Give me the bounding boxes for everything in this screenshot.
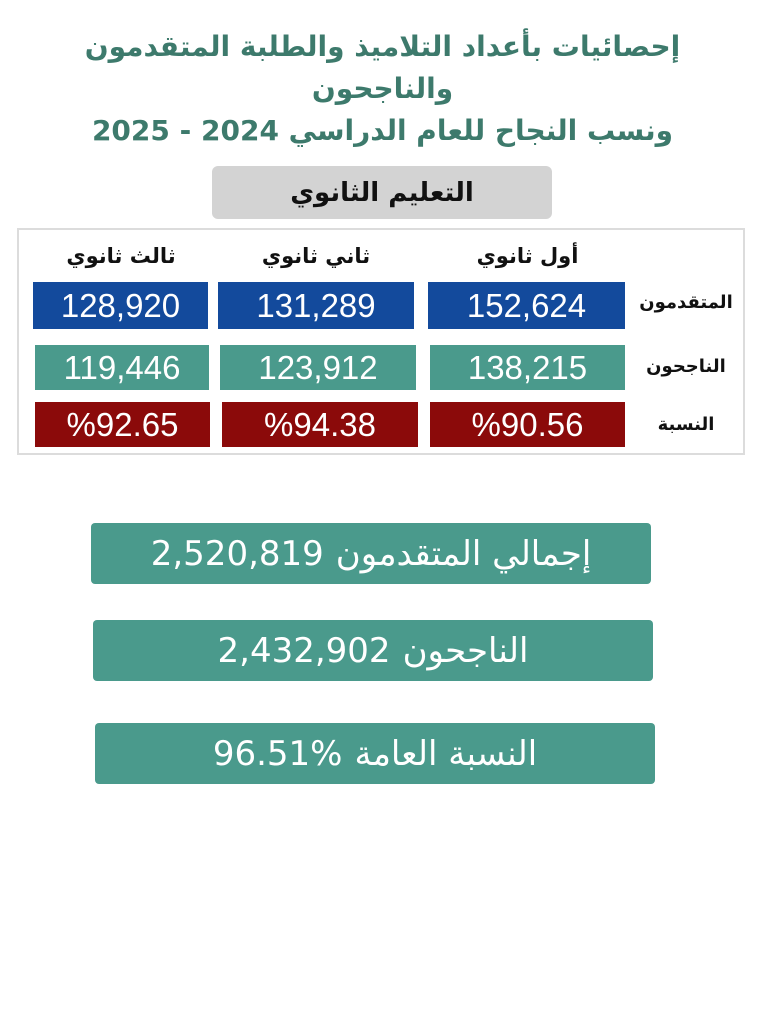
cell-rate: %92.65 — [35, 402, 210, 447]
summary-label: النسبة العامة — [354, 733, 538, 774]
row-label-passed: الناجحون — [646, 356, 726, 377]
cell-applicants: 131,289 — [218, 282, 414, 329]
cell-passed: 119,446 — [35, 345, 209, 390]
summary-value: 2,432,902 — [217, 630, 391, 671]
summary-total-passed: الناجحون 2,432,902 — [93, 620, 653, 681]
cell-rate: %94.38 — [222, 402, 418, 447]
column-header: أول ثانوي — [476, 244, 579, 268]
row-label-applicants: المتقدمون — [639, 292, 733, 313]
stats-table: أول ثانوي ثاني ثانوي ثالث ثانوي المتقدمو… — [17, 228, 745, 455]
section-label: التعليم الثانوي — [212, 166, 552, 219]
title-line-1: إحصائيات بأعداد التلاميذ والطلبة المتقدم… — [84, 30, 681, 105]
cell-passed: 138,215 — [430, 345, 625, 390]
cell-applicants: 152,624 — [428, 282, 625, 329]
column-header: ثالث ثانوي — [66, 244, 176, 268]
summary-label: إجمالي المتقدمون — [335, 533, 592, 574]
column-header: ثاني ثانوي — [261, 244, 371, 268]
summary-label: الناجحون — [402, 630, 529, 671]
cell-applicants: 128,920 — [33, 282, 208, 329]
summary-total-applicants: إجمالي المتقدمون 2,520,819 — [91, 523, 651, 584]
summary-value: 2,520,819 — [150, 533, 324, 574]
row-label-rate: النسبة — [657, 414, 715, 435]
cell-rate: %90.56 — [430, 402, 625, 447]
summary-value: 96.51% — [212, 733, 343, 774]
cell-passed: 123,912 — [220, 345, 416, 390]
summary-overall-rate: النسبة العامة 96.51% — [95, 723, 655, 784]
title-line-2: ونسب النجاح للعام الدراسي 2024 - 2025 — [91, 114, 674, 147]
